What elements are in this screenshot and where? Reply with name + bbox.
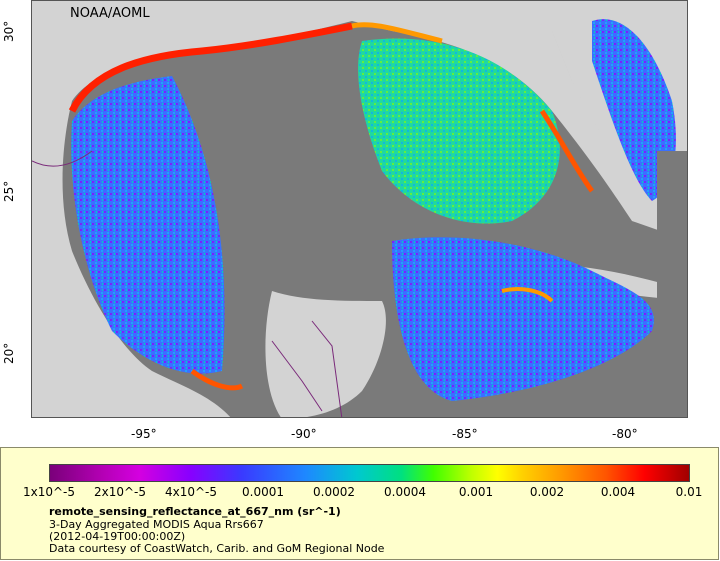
northern-coast-band: [68, 22, 353, 113]
credit-label: NOAA/AOML: [70, 6, 150, 21]
x-tick-80: -80°: [612, 427, 638, 441]
dataset-description: 3-Day Aggregated MODIS Aqua Rrs667: [49, 518, 264, 531]
colorbar-tick: 2x10^-5: [93, 485, 147, 499]
dataset-time: (2012-04-19T00:00:00Z): [49, 530, 186, 543]
colorbar-tick: 4x10^-5: [164, 485, 218, 499]
colorbar: [49, 464, 690, 482]
florida-coast-band: [539, 109, 595, 193]
legend-panel: 1x10^-5 2x10^-5 4x10^-5 0.0001 0.0002 0.…: [0, 447, 719, 560]
yucatan-land: [265, 291, 386, 417]
colorbar-tick: 0.0002: [313, 485, 355, 499]
y-tick-20: 20°: [2, 342, 16, 364]
panhandle-coast-band: [351, 22, 443, 44]
colorbar-tick: 0.01: [675, 485, 703, 499]
colorbar-tick: 1x10^-5: [22, 485, 76, 499]
nodata-strip: [657, 151, 687, 417]
political-borders: [32, 150, 343, 417]
cuba-coast-band: [501, 287, 554, 303]
y-tick-30: 30°: [2, 20, 16, 42]
x-tick-85: -85°: [452, 427, 478, 441]
colorbar-tick: 0.001: [458, 485, 494, 499]
atlantic-data: [592, 19, 676, 201]
colorbar-tick: 0.0001: [242, 485, 284, 499]
colorbar-tick: 0.002: [529, 485, 565, 499]
map-panel[interactable]: NOAA/AOML: [31, 0, 688, 418]
campeche-coast-band: [190, 368, 244, 391]
eastern-gulf-data: [358, 38, 560, 224]
colorbar-tick: 0.0004: [384, 485, 426, 499]
map-graphic: [32, 1, 687, 417]
data-source: Data courtesy of CoastWatch, Carib. and …: [49, 542, 385, 555]
x-tick-90: -90°: [291, 427, 317, 441]
caribbean-data: [392, 237, 654, 401]
western-gulf-data: [71, 76, 225, 374]
x-tick-95: -95°: [131, 427, 157, 441]
y-tick-25: 25°: [2, 180, 16, 202]
colorbar-tick: 0.004: [600, 485, 636, 499]
variable-name: remote_sensing_reflectance_at_667_nm (sr…: [49, 505, 341, 518]
